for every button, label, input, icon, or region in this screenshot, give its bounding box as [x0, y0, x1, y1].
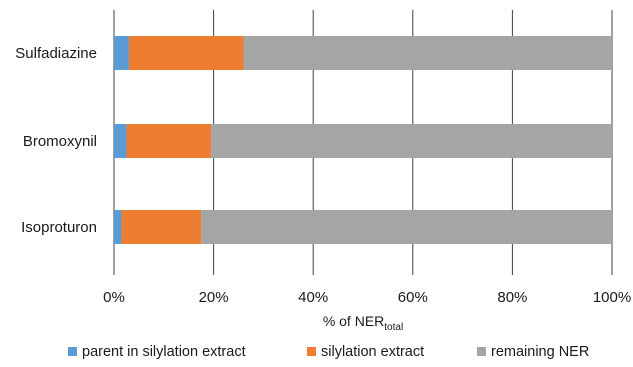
x-tick-label: 0% — [103, 289, 125, 306]
x-axis-title-subscript: total — [384, 322, 403, 333]
legend-swatch — [307, 347, 316, 356]
bar-segment — [121, 210, 202, 244]
legend-swatch — [477, 347, 486, 356]
category-label: Bromoxynil — [23, 133, 97, 150]
legend-label: parent in silylation extract — [82, 344, 246, 360]
bars — [114, 36, 613, 244]
bar-segment — [126, 124, 212, 158]
bar-segment — [243, 36, 613, 70]
category-label: Isoproturon — [21, 219, 97, 236]
x-tick-label: 40% — [298, 289, 328, 306]
bar-segment — [114, 124, 127, 158]
bar-segment — [211, 124, 613, 158]
category-labels: Sulfadiazine Bromoxynil Isoproturon — [15, 45, 97, 236]
category-label: Sulfadiazine — [15, 45, 97, 62]
x-tick-label: 60% — [398, 289, 428, 306]
legend-swatch — [68, 347, 77, 356]
bar-segment — [114, 36, 129, 70]
x-tick-label: 80% — [497, 289, 527, 306]
bar-segment — [128, 36, 244, 70]
x-axis-title: % of NERtotal — [323, 313, 403, 333]
x-tick-labels: 0% 20% 40% 60% 80% 100% — [103, 289, 631, 306]
x-axis-title-main: % of NER — [323, 313, 384, 329]
legend-label: remaining NER — [491, 344, 589, 360]
legend: parent in silylation extract silylation e… — [68, 344, 589, 360]
bar-segment — [201, 210, 612, 244]
x-tick-label: 100% — [593, 289, 631, 306]
x-tick-label: 20% — [199, 289, 229, 306]
bar-segment — [114, 210, 122, 244]
legend-label: silylation extract — [321, 344, 424, 360]
